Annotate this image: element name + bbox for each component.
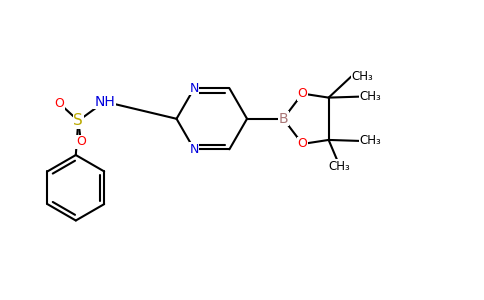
Text: O: O (76, 135, 86, 148)
Text: O: O (54, 97, 64, 110)
Text: CH₃: CH₃ (360, 134, 381, 147)
Text: N: N (189, 82, 199, 95)
Text: S: S (74, 113, 83, 128)
Text: CH₃: CH₃ (360, 90, 381, 103)
Text: O: O (298, 87, 307, 100)
Text: B: B (278, 112, 288, 126)
Text: O: O (298, 137, 307, 151)
Text: CH₃: CH₃ (351, 70, 373, 83)
Text: NH: NH (94, 95, 115, 109)
Text: N: N (189, 143, 199, 156)
Text: CH₃: CH₃ (329, 160, 350, 172)
